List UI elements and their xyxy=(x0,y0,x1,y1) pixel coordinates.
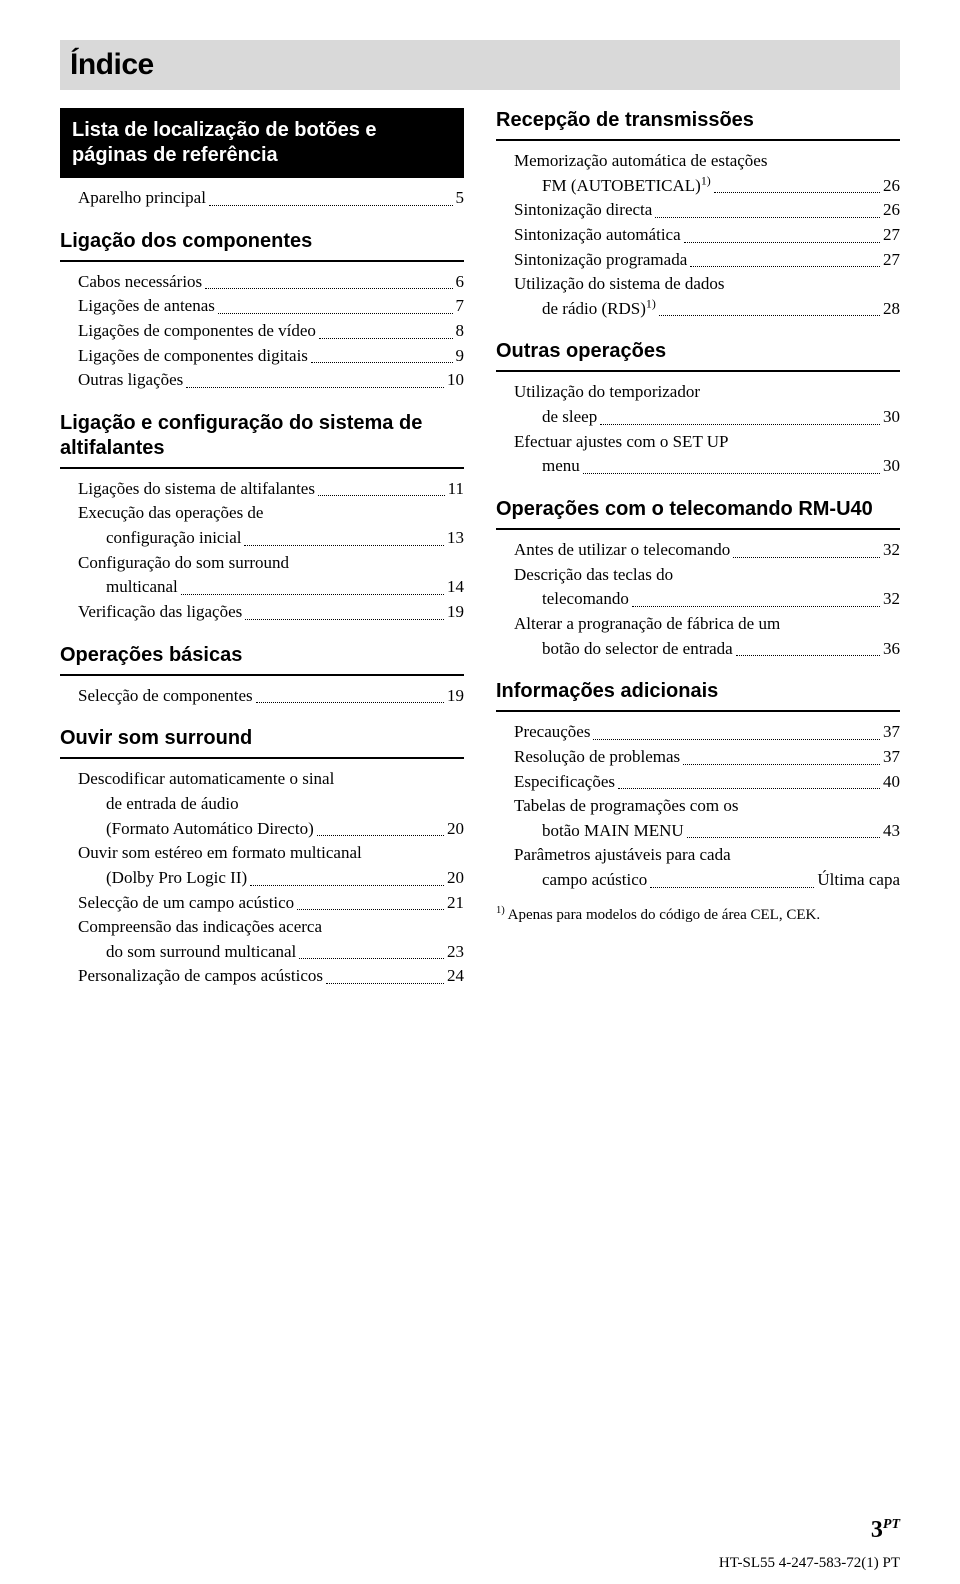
toc-entry: Sintonização directa26 xyxy=(514,198,900,223)
toc-entry: Ligações do sistema de altifalantes11 xyxy=(78,477,464,502)
toc-entry: Resolução de problemas37 xyxy=(514,745,900,770)
toc-entry: Utilização do temporizador de sleep30 xyxy=(514,380,900,429)
section-entries: Memorização automática de estações FM (A… xyxy=(496,149,900,321)
toc-entry: Descrição das teclas do telecomando32 xyxy=(514,563,900,612)
section-heading: Outras operações xyxy=(496,339,900,372)
footnote: 1) Apenas para modelos do código de área… xyxy=(496,907,900,924)
section-entries: Utilização do temporizador de sleep30 Ef… xyxy=(496,380,900,479)
toc-entry: Memorização automática de estações FM (A… xyxy=(514,149,900,198)
section-entries: Ligações do sistema de altifalantes11 Ex… xyxy=(60,477,464,625)
toc-entry: Ouvir som estéreo em formato multicanal … xyxy=(78,841,464,890)
entry-page: 5 xyxy=(456,186,465,211)
toc-entry: Antes de utilizar o telecomando32 xyxy=(514,538,900,563)
toc-entry: Selecção de componentes19 xyxy=(78,684,464,709)
toc-entry: Ligações de componentes digitais9 xyxy=(78,344,464,369)
toc-entry: Precauções37 xyxy=(514,720,900,745)
section-heading: Informações adicionais xyxy=(496,679,900,712)
toc-entry: Tabelas de programações com os botão MAI… xyxy=(514,794,900,843)
entry-label: Aparelho principal xyxy=(78,186,206,211)
toc-entry: Execução das operações de configuração i… xyxy=(78,501,464,550)
page-title: Índice xyxy=(70,48,890,82)
toc-entry: Personalização de campos acústicos24 xyxy=(78,964,464,989)
document-id: HT-SL55 4-247-583-72(1) PT xyxy=(719,1555,900,1572)
black-box-heading: Lista de localização de botões e páginas… xyxy=(60,108,464,178)
section-entries: Cabos necessários6 Ligações de antenas7 … xyxy=(60,270,464,393)
toc-entry: Especificações40 xyxy=(514,770,900,795)
toc-entry: Aparelho principal 5 xyxy=(78,186,464,211)
columns: Lista de localização de botões e páginas… xyxy=(60,108,900,995)
section-heading: Ligação e configuração do sistema de alt… xyxy=(60,411,464,469)
toc-entry: Alterar a progranação de fábrica de um b… xyxy=(514,612,900,661)
section-heading: Operações com o telecomando RM-U40 xyxy=(496,497,900,530)
section-heading: Operações básicas xyxy=(60,643,464,676)
toc-entry: Verificação das ligações19 xyxy=(78,600,464,625)
leader-dots xyxy=(209,205,453,206)
toc-entry: Compreensão das indicações acerca do som… xyxy=(78,915,464,964)
toc-entry: Sintonização automática27 xyxy=(514,223,900,248)
section-heading: Ouvir som surround xyxy=(60,726,464,759)
toc-entry: Sintonização programada27 xyxy=(514,248,900,273)
toc-entry: Efectuar ajustes com o SET UP menu30 xyxy=(514,430,900,479)
section-heading: Ligação dos componentes xyxy=(60,229,464,262)
toc-entry: Cabos necessários6 xyxy=(78,270,464,295)
toc-entry: Configuração do som surround multicanal1… xyxy=(78,551,464,600)
toc-entry: Selecção de um campo acústico21 xyxy=(78,891,464,916)
box-entries: Aparelho principal 5 xyxy=(60,186,464,211)
title-bar: Índice xyxy=(60,40,900,90)
toc-entry: Outras ligações10 xyxy=(78,368,464,393)
toc-entry: Ligações de componentes de vídeo8 xyxy=(78,319,464,344)
page-number: 3PT xyxy=(871,1517,900,1544)
section-entries: Antes de utilizar o telecomando32 Descri… xyxy=(496,538,900,661)
left-column: Lista de localização de botões e páginas… xyxy=(60,108,464,995)
section-heading: Recepção de transmissões xyxy=(496,108,900,141)
section-entries: Precauções37 Resolução de problemas37 Es… xyxy=(496,720,900,892)
footer: 3PT xyxy=(60,1517,900,1544)
toc-entry: Descodificar automaticamente o sinal de … xyxy=(78,767,464,841)
toc-entry: Ligações de antenas7 xyxy=(78,294,464,319)
toc-entry: Parâmetros ajustáveis para cada campo ac… xyxy=(514,843,900,892)
right-column: Recepção de transmissões Memorização aut… xyxy=(496,108,900,995)
toc-entry: Utilização do sistema de dados de rádio … xyxy=(514,272,900,321)
section-entries: Selecção de componentes19 xyxy=(60,684,464,709)
section-entries: Descodificar automaticamente o sinal de … xyxy=(60,767,464,989)
